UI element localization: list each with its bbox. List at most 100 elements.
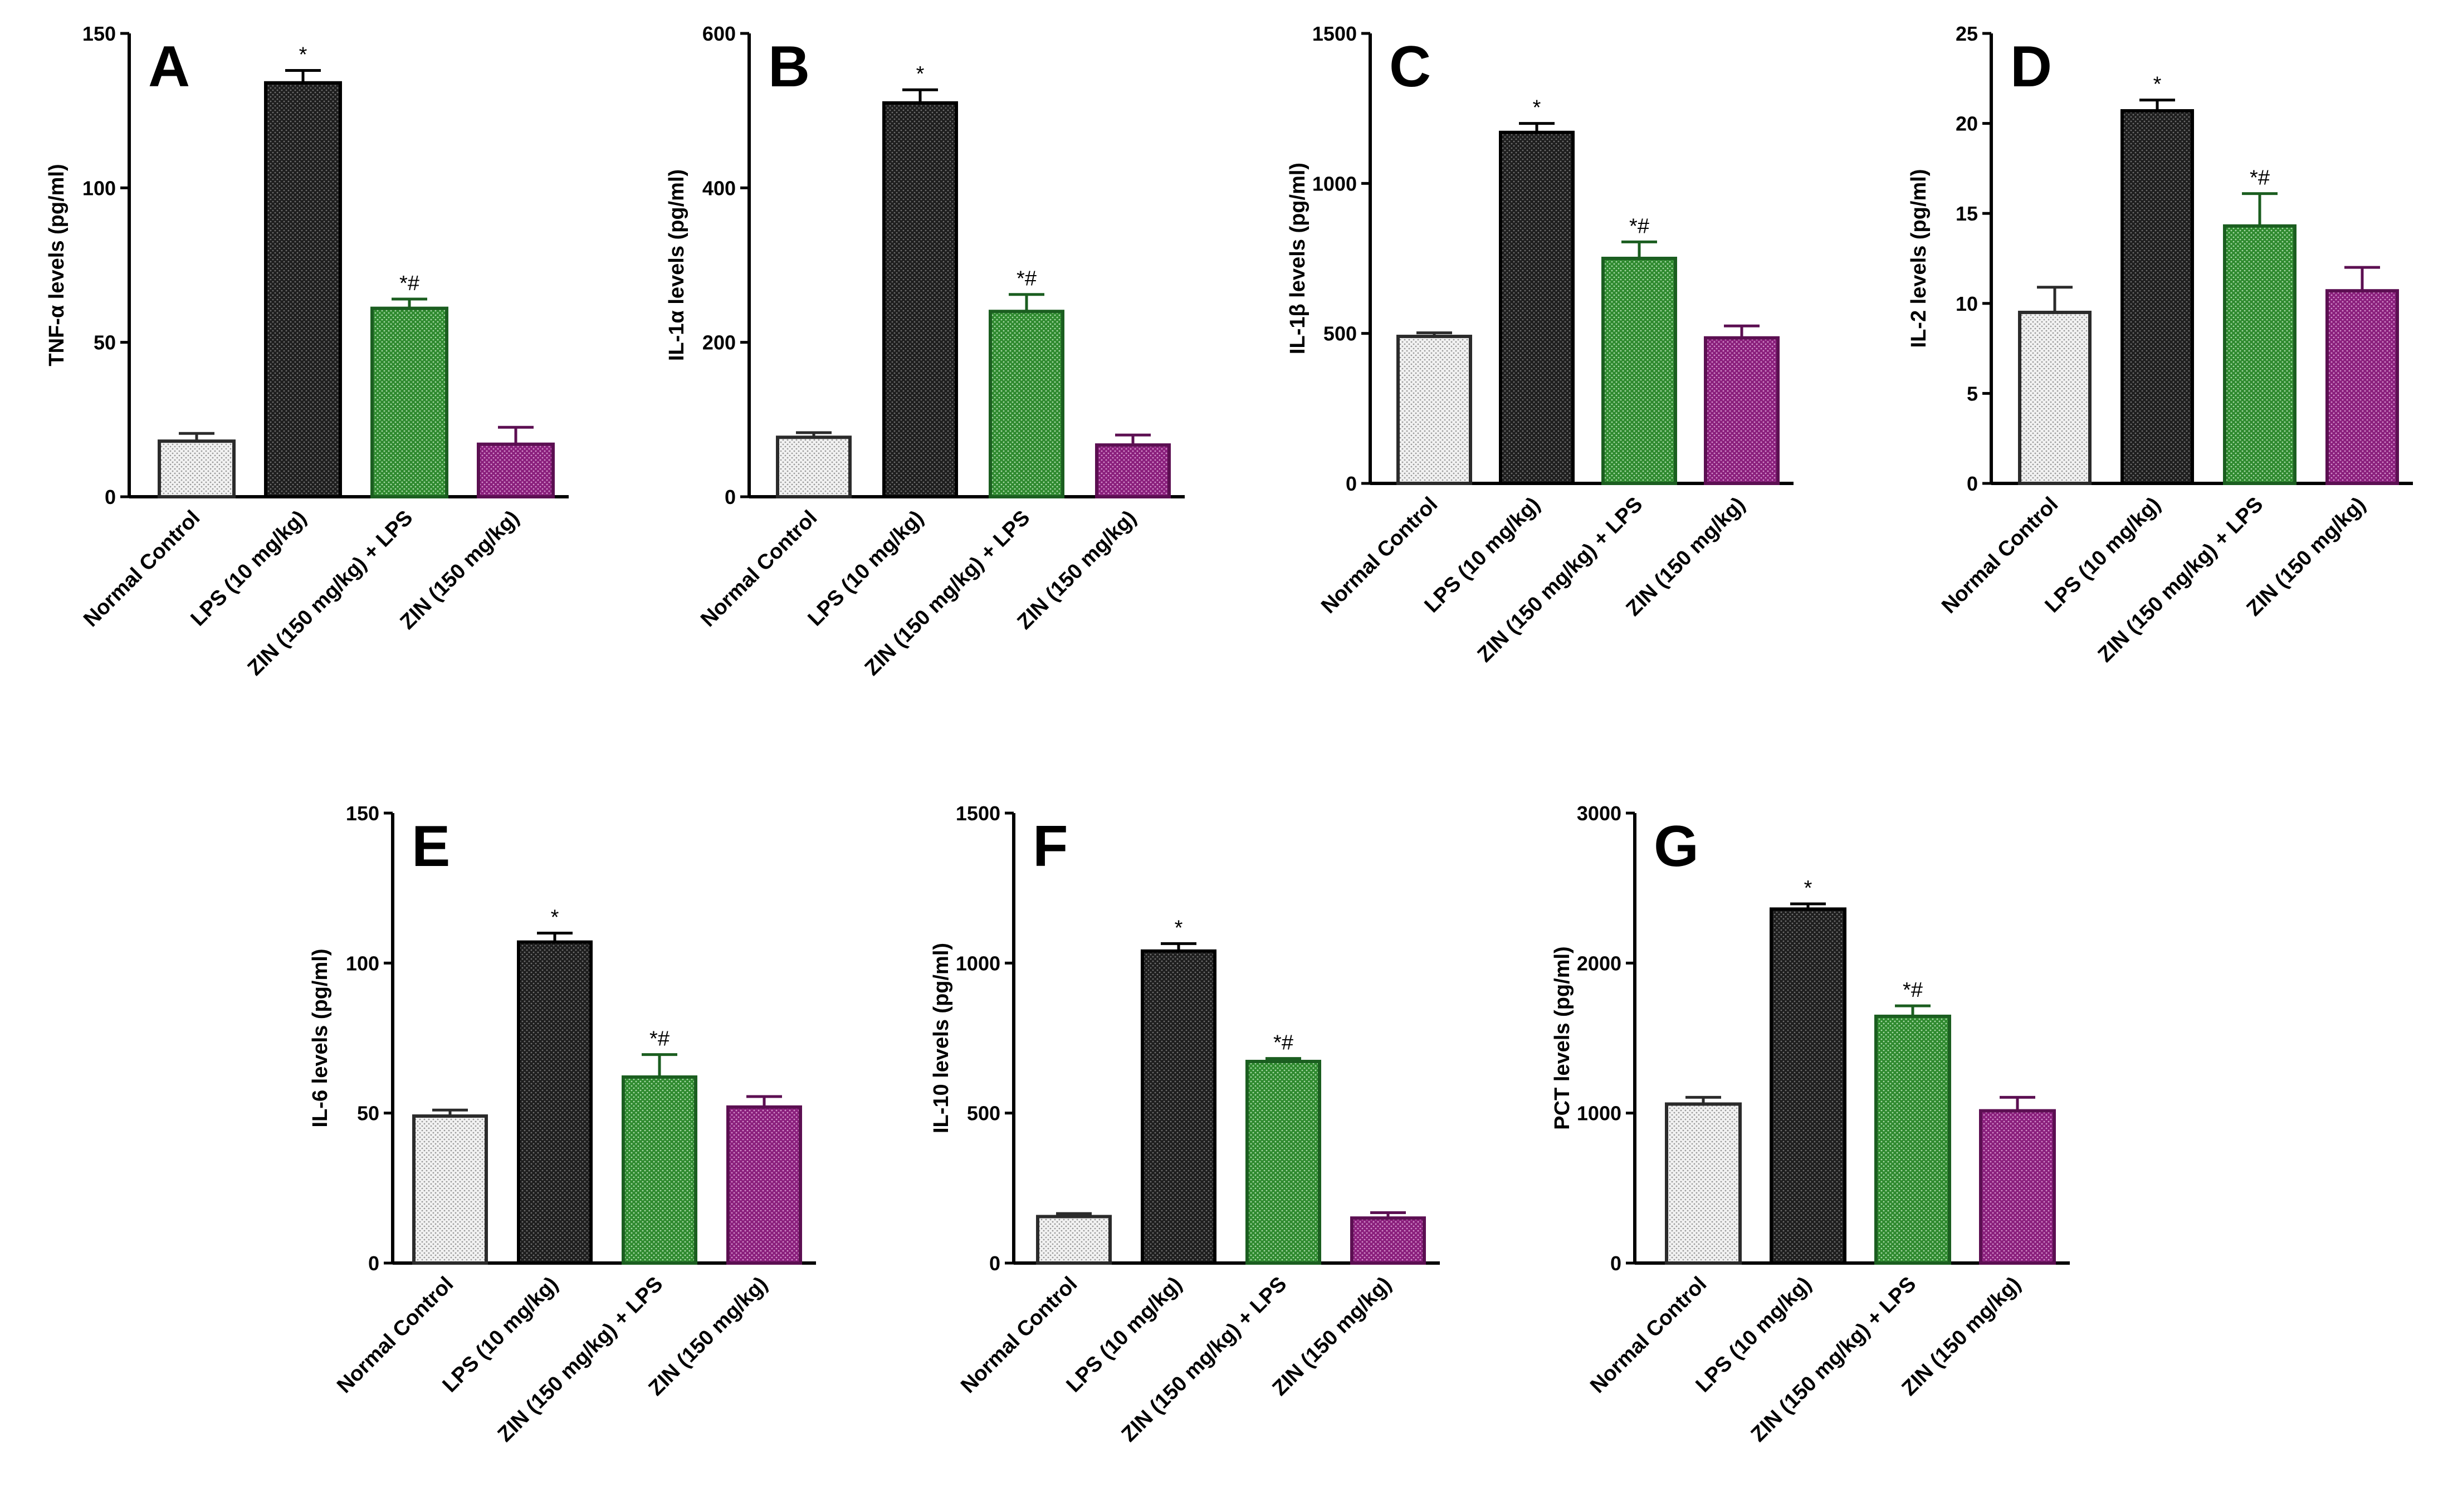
bar-4 bbox=[1350, 1216, 1426, 1265]
y-axis-label: IL-2 levels (pg/ml) bbox=[1907, 169, 1931, 348]
y-tick-label: 20 bbox=[1956, 112, 1978, 135]
y-tick-label: 50 bbox=[357, 1102, 379, 1125]
panel-letter: A bbox=[148, 35, 190, 99]
y-tick-label: 0 bbox=[725, 486, 736, 508]
chart-panel-B: 0 200 400 600 IL-1α levels (pg/ml) B Normal Co… bbox=[665, 22, 1185, 680]
y-tick-label: 500 bbox=[967, 1102, 1000, 1125]
y-axis-label: IL-10 levels (pg/ml) bbox=[930, 943, 953, 1133]
y-tick-label: 500 bbox=[1323, 322, 1357, 345]
y-tick-label: 1500 bbox=[956, 802, 1000, 825]
y-tick-label: 1000 bbox=[1577, 1102, 1621, 1125]
y-tick-label: 0 bbox=[368, 1252, 379, 1275]
y-axis-label: IL-1α levels (pg/ml) bbox=[665, 169, 688, 361]
bar-1 bbox=[1665, 1102, 1742, 1265]
x-category-label: LPS (10 mg/kg) bbox=[1062, 1273, 1187, 1397]
y-tick-label: 1500 bbox=[1312, 22, 1357, 45]
panel-letter: C bbox=[1389, 35, 1431, 99]
bar-3 bbox=[370, 306, 448, 498]
bar-2 bbox=[1770, 907, 1846, 1265]
x-category-label: ZIN (150 mg/kg) bbox=[396, 506, 524, 634]
significance-label: * bbox=[2153, 73, 2162, 96]
significance-label: *# bbox=[1903, 978, 1923, 1002]
panel-letter: D bbox=[2010, 35, 2052, 99]
bar-2 bbox=[264, 81, 342, 499]
significance-label: *# bbox=[1629, 214, 1649, 238]
significance-label: *# bbox=[1273, 1031, 1293, 1055]
y-tick-label: 1000 bbox=[1312, 172, 1357, 195]
bar-2 bbox=[1499, 130, 1575, 485]
x-category-label: LPS (10 mg/kg) bbox=[804, 506, 929, 631]
bar-4 bbox=[2325, 289, 2399, 486]
y-tick-label: 0 bbox=[105, 486, 116, 508]
y-tick-label: 0 bbox=[1967, 472, 1978, 495]
significance-label: *# bbox=[649, 1027, 670, 1051]
bar-1 bbox=[1036, 1215, 1112, 1265]
bar-4 bbox=[726, 1105, 802, 1265]
y-tick-label: 3000 bbox=[1577, 802, 1621, 825]
y-tick-label: 600 bbox=[702, 22, 736, 45]
significance-label: *# bbox=[399, 272, 419, 295]
bar-3 bbox=[1245, 1060, 1321, 1265]
significance-label: * bbox=[916, 62, 925, 86]
y-tick-label: 5 bbox=[1967, 382, 1978, 405]
x-category-label: Normal Control bbox=[79, 506, 204, 632]
y-tick-label: 100 bbox=[346, 952, 379, 975]
bar-2 bbox=[1141, 949, 1216, 1265]
y-tick-label: 1000 bbox=[956, 952, 1000, 975]
bar-3 bbox=[622, 1075, 697, 1265]
y-tick-label: 150 bbox=[346, 802, 379, 825]
bar-2 bbox=[2120, 109, 2194, 485]
bar-1 bbox=[1396, 335, 1472, 485]
significance-label: * bbox=[299, 43, 307, 67]
bar-1 bbox=[776, 436, 852, 499]
bar-3 bbox=[989, 310, 1064, 498]
bar-3 bbox=[2223, 224, 2296, 485]
significance-label: * bbox=[1533, 96, 1541, 120]
x-category-label: ZIN (150 mg/kg) + LPS bbox=[1473, 493, 1648, 667]
bar-1 bbox=[158, 439, 236, 498]
bar-4 bbox=[477, 442, 555, 498]
bar-4 bbox=[1095, 443, 1171, 498]
panel-letter: F bbox=[1033, 814, 1068, 879]
chart-panel-A: 0 50 100 150 TNF-α levels (pg/ml) A Normal Con… bbox=[45, 22, 569, 680]
y-tick-label: 15 bbox=[1956, 202, 1978, 225]
y-axis-label: TNF-α levels (pg/ml) bbox=[45, 164, 69, 366]
y-tick-label: 25 bbox=[1956, 22, 1978, 45]
y-tick-label: 10 bbox=[1956, 292, 1978, 315]
significance-label: *# bbox=[2250, 167, 2270, 190]
significance-label: * bbox=[551, 906, 559, 929]
y-tick-label: 200 bbox=[702, 331, 736, 354]
x-category-label: LPS (10 mg/kg) bbox=[438, 1273, 563, 1397]
bar-3 bbox=[1601, 257, 1677, 485]
x-category-label: Normal Control bbox=[696, 506, 822, 632]
y-tick-label: 400 bbox=[702, 177, 736, 199]
bar-4 bbox=[1704, 336, 1780, 485]
y-tick-label: 100 bbox=[82, 177, 116, 199]
bar-3 bbox=[1874, 1014, 1951, 1265]
significance-label: *# bbox=[1017, 267, 1037, 291]
bar-4 bbox=[1979, 1109, 2056, 1265]
panel-letter: G bbox=[1654, 814, 1699, 879]
panel-letter: E bbox=[412, 814, 450, 879]
bar-2 bbox=[517, 940, 593, 1265]
y-tick-label: 150 bbox=[82, 22, 116, 45]
x-category-label: LPS (10 mg/kg) bbox=[187, 506, 311, 631]
x-category-label: ZIN (150 mg/kg) + LPS bbox=[2094, 493, 2268, 667]
bar-2 bbox=[882, 101, 958, 499]
bar-1 bbox=[412, 1114, 488, 1265]
x-category-label: ZIN (150 mg/kg) bbox=[1013, 506, 1141, 634]
y-axis-label: IL-1β levels (pg/ml) bbox=[1286, 163, 1309, 354]
x-category-label: LPS (10 mg/kg) bbox=[1692, 1273, 1816, 1397]
y-tick-label: 0 bbox=[1346, 472, 1357, 495]
y-tick-label: 0 bbox=[1610, 1252, 1621, 1275]
bar-1 bbox=[2018, 310, 2092, 486]
significance-label: * bbox=[1175, 916, 1183, 940]
significance-label: * bbox=[1804, 877, 1812, 900]
y-tick-label: 0 bbox=[989, 1252, 1000, 1275]
